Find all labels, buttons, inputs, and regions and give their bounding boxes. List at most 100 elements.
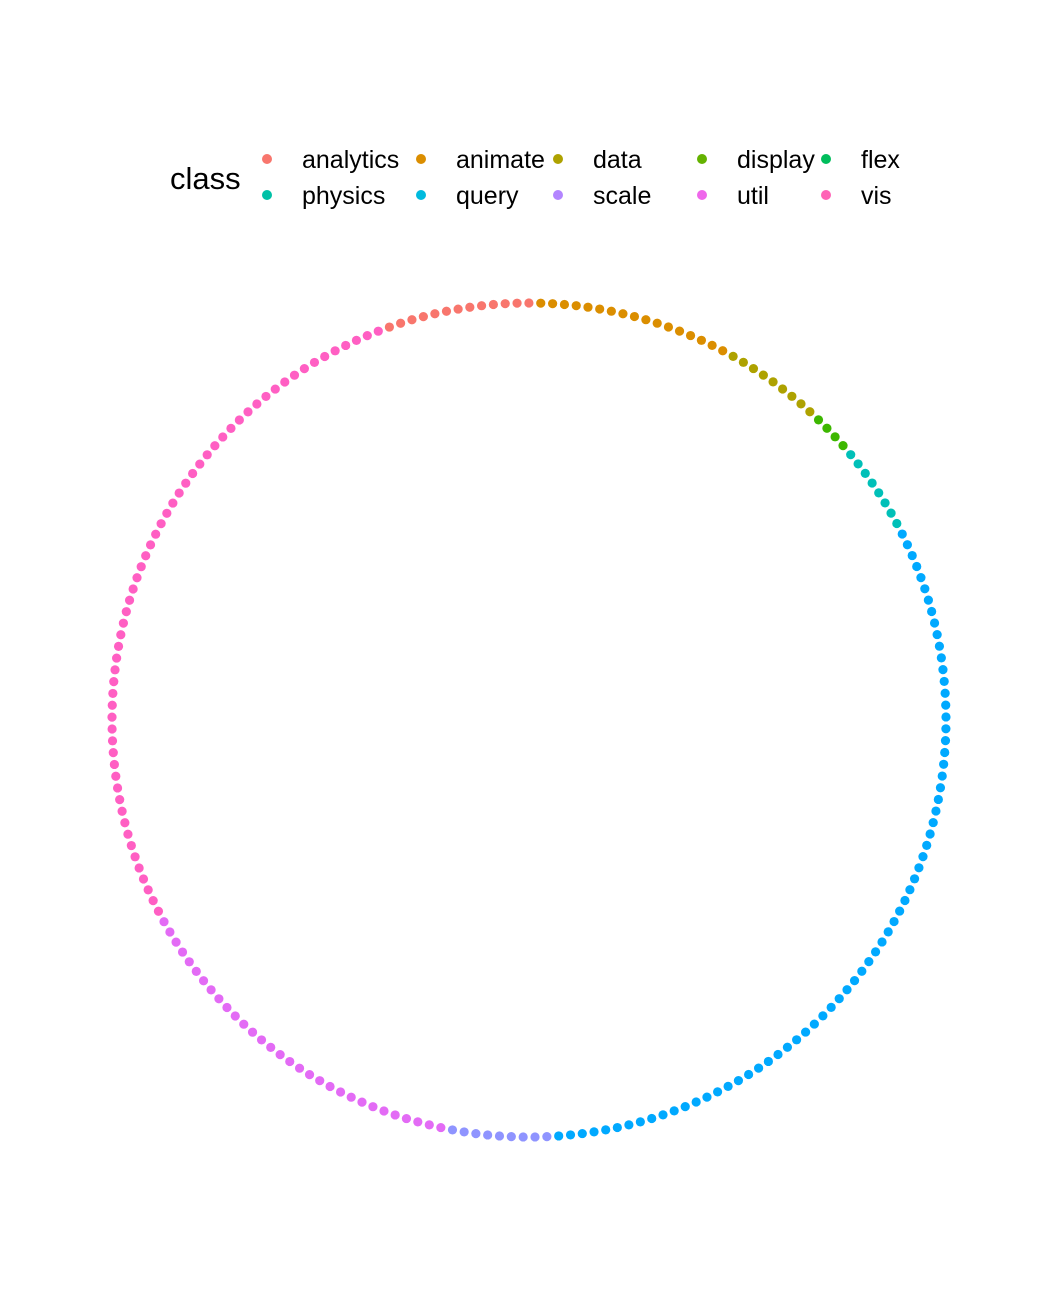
point-display xyxy=(838,441,848,451)
legend-label-query: query xyxy=(456,182,519,210)
point-vis xyxy=(123,829,133,839)
point-util xyxy=(390,1110,400,1120)
point-util xyxy=(424,1120,434,1130)
point-util xyxy=(315,1076,325,1086)
point-data xyxy=(787,391,797,401)
point-util xyxy=(325,1081,335,1092)
point-query xyxy=(932,629,942,640)
point-query xyxy=(723,1081,733,1091)
point-analytics xyxy=(453,304,463,314)
point-vis xyxy=(261,391,271,402)
point-scale xyxy=(483,1130,493,1140)
point-vis xyxy=(151,529,161,539)
point-animate xyxy=(685,330,696,341)
point-query xyxy=(834,994,844,1004)
point-vis xyxy=(120,818,130,828)
point-vis xyxy=(362,331,372,341)
point-query xyxy=(773,1049,783,1060)
point-util xyxy=(256,1035,267,1045)
point-animate xyxy=(663,322,674,332)
point-scale xyxy=(506,1132,516,1142)
point-data xyxy=(777,384,788,394)
point-query xyxy=(907,550,917,561)
point-vis xyxy=(280,377,290,387)
point-animate xyxy=(674,326,685,336)
legend-label-physics: physics xyxy=(302,182,385,210)
point-vis xyxy=(373,326,383,336)
point-query xyxy=(857,966,867,976)
point-query xyxy=(912,561,922,572)
point-vis xyxy=(109,759,119,770)
point-scale xyxy=(542,1132,552,1142)
point-query xyxy=(809,1019,819,1029)
legend-key-physics xyxy=(262,190,272,200)
point-util xyxy=(198,976,209,986)
point-display xyxy=(822,423,832,433)
point-vis xyxy=(341,340,351,351)
point-vis xyxy=(351,335,362,345)
point-query xyxy=(702,1092,712,1102)
point-vis xyxy=(109,677,119,687)
point-vis xyxy=(145,540,156,550)
point-query xyxy=(589,1127,599,1137)
point-query xyxy=(870,947,881,957)
point-vis xyxy=(132,573,142,583)
point-util xyxy=(346,1092,356,1102)
point-scale xyxy=(494,1131,505,1141)
point-query xyxy=(554,1131,564,1141)
point-query xyxy=(920,584,930,594)
legend-key-animate xyxy=(416,154,426,164)
point-util xyxy=(230,1011,240,1021)
point-vis xyxy=(270,384,280,394)
legend-label-flex: flex xyxy=(861,146,900,174)
point-vis xyxy=(116,630,126,640)
point-query xyxy=(577,1128,587,1139)
point-query xyxy=(612,1122,622,1133)
point-vis xyxy=(134,863,144,873)
point-data xyxy=(728,351,738,361)
point-vis xyxy=(113,641,124,651)
point-physics xyxy=(867,478,877,488)
point-util xyxy=(413,1117,423,1127)
point-util xyxy=(247,1027,258,1037)
point-vis xyxy=(320,351,330,362)
point-query xyxy=(818,1011,828,1021)
legend-title: class xyxy=(170,161,241,196)
point-query xyxy=(936,653,946,663)
point-vis xyxy=(289,370,300,380)
point-data xyxy=(796,399,806,409)
point-physics xyxy=(874,488,884,498)
point-vis xyxy=(111,771,121,781)
point-analytics xyxy=(500,299,510,309)
point-animate xyxy=(696,335,707,345)
point-vis xyxy=(108,748,118,758)
legend-key-analytics xyxy=(262,154,272,164)
point-query xyxy=(940,688,950,698)
point-animate xyxy=(536,298,546,308)
point-data xyxy=(738,357,748,367)
point-query xyxy=(914,863,924,873)
point-vis xyxy=(181,478,191,488)
point-query xyxy=(928,817,938,828)
point-animate xyxy=(606,306,616,316)
point-query xyxy=(925,829,935,839)
legend-items: analytics animate data display flex physics qu… xyxy=(262,146,900,210)
legend-key-data xyxy=(553,154,563,164)
legend-key-query xyxy=(416,190,426,200)
point-query xyxy=(565,1130,576,1140)
point-vis xyxy=(162,508,172,518)
point-vis xyxy=(210,441,220,451)
point-display xyxy=(830,432,840,442)
point-query xyxy=(939,676,949,687)
point-query xyxy=(753,1063,764,1073)
point-analytics xyxy=(384,322,394,332)
point-util xyxy=(214,994,224,1004)
point-query xyxy=(733,1075,744,1086)
point-vis xyxy=(234,415,244,425)
point-query xyxy=(647,1113,657,1124)
point-vis xyxy=(107,700,117,710)
point-util xyxy=(266,1042,276,1052)
point-util xyxy=(357,1097,367,1107)
point-vis xyxy=(195,459,205,469)
point-vis xyxy=(148,896,158,906)
